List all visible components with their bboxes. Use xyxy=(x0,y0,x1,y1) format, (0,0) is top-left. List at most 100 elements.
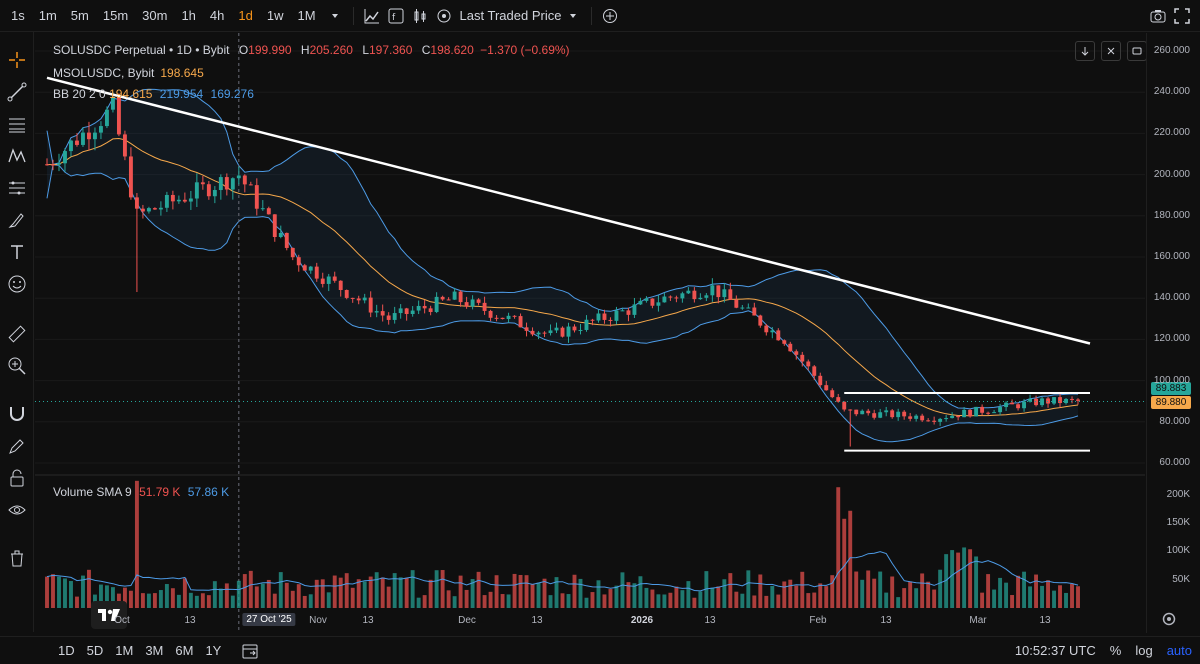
candle-body xyxy=(344,289,349,298)
volume-bar xyxy=(63,578,67,608)
volume-bar xyxy=(290,590,295,608)
candle-body xyxy=(998,407,1003,413)
candle-body xyxy=(1016,404,1021,409)
range-1Y[interactable]: 1Y xyxy=(205,643,222,658)
range-1M[interactable]: 1M xyxy=(115,643,134,658)
candle-body xyxy=(572,326,577,331)
candle-body xyxy=(650,298,655,306)
price-axis[interactable]: 89.883 89.880 260.000 240.000 220.000 200.0… xyxy=(1146,33,1200,633)
range-6M[interactable]: 6M xyxy=(175,643,194,658)
candle-body xyxy=(1046,398,1050,404)
volume-sma-value: 57.86 K xyxy=(187,485,230,499)
range-3M[interactable]: 3M xyxy=(145,643,164,658)
volume-bar xyxy=(392,573,397,608)
price-source-icon[interactable] xyxy=(435,7,453,25)
volume-bar xyxy=(500,594,505,608)
candle-body xyxy=(1034,398,1038,406)
ruler-icon[interactable] xyxy=(5,322,29,346)
mark-price-label: 89.883 xyxy=(1151,382,1191,395)
add-plus-icon[interactable] xyxy=(601,7,619,25)
volume-bar xyxy=(146,593,151,608)
candle-body xyxy=(386,315,391,320)
collapse-icon xyxy=(1107,47,1115,55)
text-icon[interactable] xyxy=(5,240,29,264)
timeframe-4h[interactable]: 4h xyxy=(209,8,225,23)
timeframe-1h[interactable]: 1h xyxy=(181,8,196,23)
lock-icon[interactable] xyxy=(5,466,29,490)
candle-body xyxy=(788,343,793,352)
volume-bar xyxy=(386,586,391,608)
candle-body xyxy=(842,401,847,410)
candle-body xyxy=(266,208,271,215)
chevron-down-icon[interactable] xyxy=(326,7,344,25)
timeframe-1w[interactable]: 1w xyxy=(266,8,284,23)
volume-bar xyxy=(794,585,799,608)
brush-icon[interactable] xyxy=(5,208,29,232)
log-toggle[interactable]: log xyxy=(1135,643,1153,658)
clock[interactable]: 10:52:37 UTC xyxy=(1014,643,1096,658)
volume-bar xyxy=(75,596,79,608)
range-1D[interactable]: 1D xyxy=(58,643,75,658)
timeframe-1s[interactable]: 1s xyxy=(11,8,25,23)
timeframe-15m[interactable]: 15m xyxy=(102,8,129,23)
symbol-name[interactable]: SOLUSDC Perpetual • 1D • Bybit xyxy=(53,43,230,57)
zoom-in-icon[interactable] xyxy=(5,354,29,378)
candle-body xyxy=(746,307,751,309)
volume-bar xyxy=(566,594,571,608)
bollinger-legend[interactable]: BB 20 2 0 194.615 219.954 169.276 xyxy=(53,87,254,101)
volume-tick: 50K xyxy=(1172,573,1190,585)
indicator-fx-icon[interactable]: f xyxy=(387,7,405,25)
fullscreen-icon[interactable] xyxy=(1173,7,1191,25)
timeframe-5m[interactable]: 5m xyxy=(70,8,89,23)
pencil-lock-icon[interactable] xyxy=(5,434,29,458)
calendar-goto-icon[interactable] xyxy=(241,642,259,660)
range-5D[interactable]: 5D xyxy=(86,643,104,658)
timeframe-30m[interactable]: 30m xyxy=(142,8,168,23)
price-chart-canvas[interactable] xyxy=(35,33,1145,633)
volume-bar xyxy=(1064,592,1068,608)
trend-line-icon[interactable] xyxy=(5,80,29,104)
emoji-icon[interactable] xyxy=(5,272,29,296)
candle-body xyxy=(938,418,943,422)
volume-legend[interactable]: Volume SMA 9 51.79 K 57.86 K xyxy=(53,485,229,499)
candle-body xyxy=(188,198,193,202)
camera-icon[interactable] xyxy=(1149,7,1167,25)
indicators-chart-icon[interactable] xyxy=(363,7,381,25)
pattern-icon[interactable] xyxy=(5,144,29,168)
timeframe-1m[interactable]: 1m xyxy=(38,8,57,23)
trash-icon[interactable] xyxy=(5,546,29,570)
fib-tools-icon[interactable] xyxy=(5,176,29,200)
volume-bar xyxy=(296,584,301,608)
mark-price-legend[interactable]: MSOLUSDC, Bybit 198.645 xyxy=(53,66,204,80)
percent-toggle[interactable]: % xyxy=(1109,643,1122,658)
volume-bar xyxy=(272,593,277,608)
eye-icon[interactable] xyxy=(5,498,29,522)
volume-bar xyxy=(69,581,73,608)
candle-body xyxy=(554,327,559,331)
volume-bar xyxy=(890,576,895,608)
candle-body xyxy=(200,182,205,185)
price-tick: 240.000 xyxy=(1153,86,1190,98)
price-source-selector[interactable]: Last Traded Price xyxy=(459,8,562,23)
maximize-button[interactable] xyxy=(1127,41,1147,61)
crosshair-icon[interactable] xyxy=(5,48,29,72)
chart-pane[interactable]: SOLUSDC Perpetual • 1D • Bybit O199.990 … xyxy=(35,33,1147,633)
timeframe-1d[interactable]: 1d xyxy=(238,8,253,23)
time-axis[interactable]: 27 Oct '25 Oct 13 Nov 13 Dec 13 2026 13 Feb 13 Mar… xyxy=(35,610,1145,632)
magnet-icon[interactable] xyxy=(5,402,29,426)
volume-bar xyxy=(590,592,595,608)
chevron-down-icon[interactable] xyxy=(564,7,582,25)
tradingview-logo[interactable] xyxy=(91,601,127,629)
candle-body xyxy=(602,313,607,320)
auto-scale-toggle[interactable]: auto xyxy=(1166,643,1192,658)
collapse-button[interactable] xyxy=(1101,41,1121,61)
candle-body xyxy=(128,156,133,198)
scroll-down-button[interactable] xyxy=(1075,41,1095,61)
timeframe-group: 1s 1m 5m 15m 30m 1h 4h 1d 1w 1M xyxy=(4,8,323,23)
horizontal-lines-icon[interactable] xyxy=(5,112,29,136)
volume-bar xyxy=(944,554,949,608)
volume-bar xyxy=(380,577,385,608)
settings-icon[interactable] xyxy=(1161,611,1177,632)
candles-icon[interactable] xyxy=(411,7,429,25)
timeframe-1M[interactable]: 1M xyxy=(297,8,316,23)
